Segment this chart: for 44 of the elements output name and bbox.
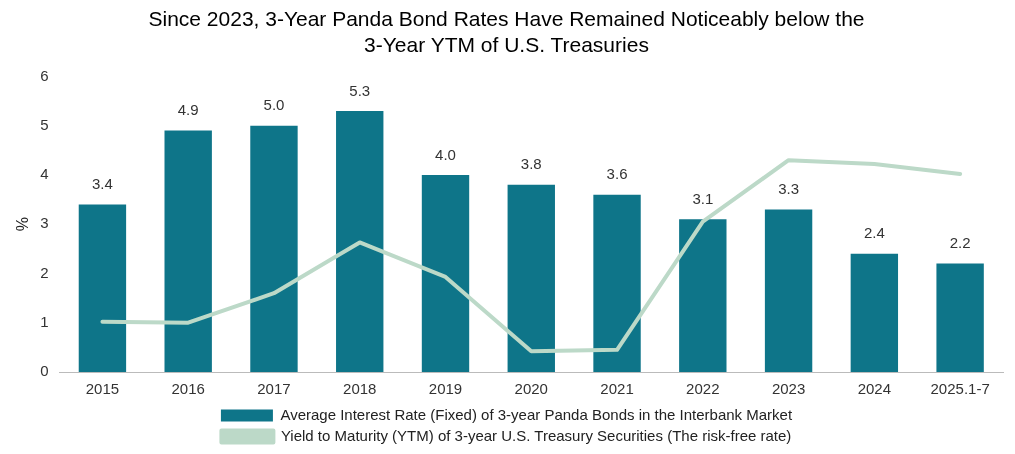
y-tick-label: 1 [40,312,49,330]
bar [164,130,212,372]
chart-title: Since 2023, 3-Year Panda Bond Rates Have Remained Noticeably below the 3-Year YTM of U.S. Treasuries [148,7,865,56]
y-tick-label: 2 [40,263,49,281]
bar [78,204,127,372]
x-tick-label: 2022 [686,380,720,398]
data-label: 3.6 [606,165,628,183]
data-label: 3.3 [778,180,800,198]
bar [421,174,470,372]
x-tick-label: 2019 [428,380,463,398]
x-tick-label: 2023 [771,380,806,398]
data-label: 2.4 [863,224,885,242]
y-tick-label: 4 [40,165,49,183]
data-label: 4.0 [435,145,456,163]
bar [850,253,899,372]
bar [250,125,298,372]
data-label: 5.3 [349,81,371,99]
legend-label: Average Interest Rate (Fixed) of 3-year Panda Bonds in the Interbank Market [280,405,793,423]
bar [679,219,727,372]
bar [764,209,813,372]
bar [336,110,384,372]
data-label: 3.8 [520,155,542,173]
x-tick-label: 2015 [85,380,120,398]
y-axis-title: % [14,217,32,232]
x-tick-label: 2025.1-7 [930,380,990,398]
x-tick-label: 2024 [857,380,892,398]
data-label: 3.1 [692,189,714,207]
x-tick-label: 2016 [171,380,205,398]
bar [507,184,555,372]
y-tick-label: 0 [40,362,49,380]
data-label: 5.0 [263,96,285,114]
y-tick-label: 3 [40,214,49,232]
data-label: 2.2 [949,234,971,252]
bar [593,194,641,372]
x-tick-label: 2018 [343,380,377,398]
x-tick-label: 2020 [514,380,548,398]
data-label: 4.9 [177,101,199,119]
y-tick-label: 6 [40,66,49,84]
x-tick-label: 2021 [600,380,634,398]
data-label: 3.4 [92,175,113,193]
x-tick-label: 2017 [257,380,291,398]
bar [936,263,984,372]
y-tick-label: 5 [40,115,49,133]
legend-label: Yield to Maturity (YTM) of 3-year U.S. Treasury Securities (The risk-free rate) [280,426,792,444]
